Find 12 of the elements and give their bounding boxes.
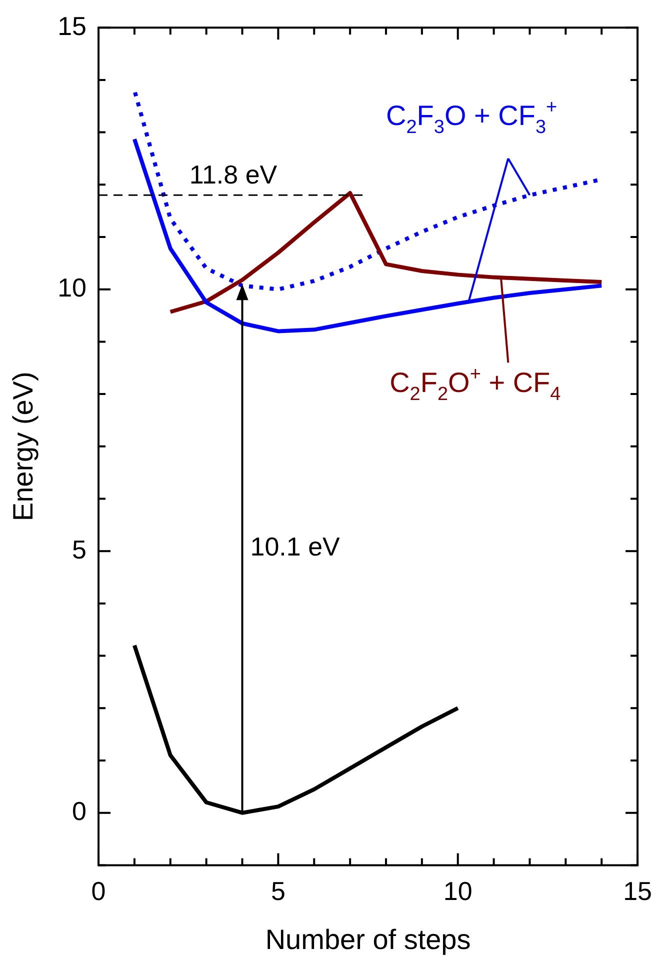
x-tick-label: 15: [623, 876, 652, 906]
x-tick-label: 10: [443, 876, 472, 906]
x-tick-label: 0: [91, 876, 106, 906]
y-tick-label: 10: [58, 272, 87, 303]
y-axis-title: Energy (eV): [8, 372, 39, 522]
x-axis-title: Number of steps: [265, 924, 471, 955]
x-tick-label: 5: [270, 876, 286, 906]
y-tick-label: 0: [72, 796, 87, 826]
y-tick-label: 15: [58, 10, 87, 41]
annotation: 10.1 eV: [250, 532, 341, 562]
y-tick-label: 5: [72, 534, 87, 564]
ref-line-label: 11.8 eV: [189, 159, 278, 190]
